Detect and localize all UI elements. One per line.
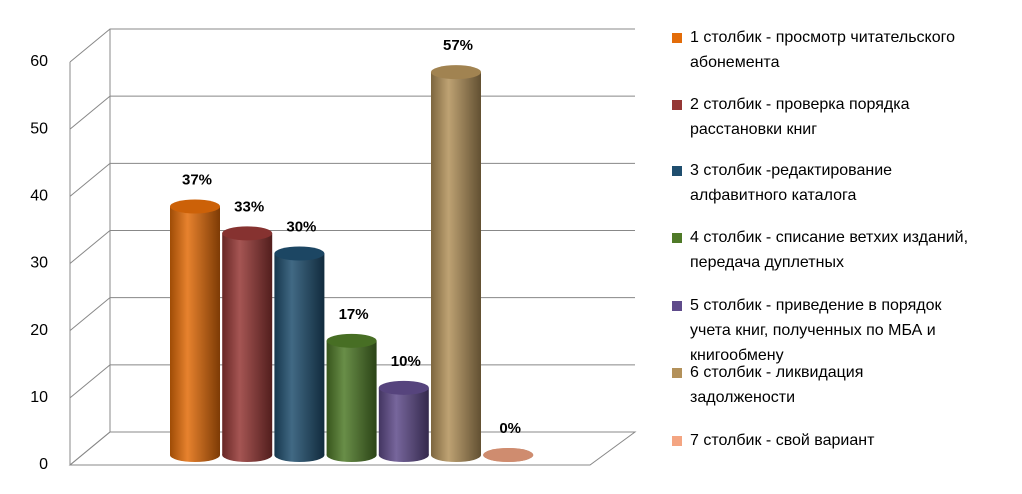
legend-swatch — [672, 436, 682, 446]
grid-line — [69, 28, 635, 63]
legend-label: 7 столбик - свой вариант — [690, 432, 875, 449]
bar-top — [326, 333, 377, 348]
bar — [326, 340, 377, 455]
y-tick-label: 0 — [39, 456, 48, 473]
y-tick-label: 40 — [30, 188, 48, 205]
y-tick-label: 30 — [30, 255, 48, 272]
legend-swatch — [672, 33, 682, 43]
legend-label: 4 столбик - списание ветхих изданий, пер… — [690, 229, 969, 271]
legend-label: 1 столбик - просмотр читательского абоне… — [690, 29, 955, 71]
grid-line — [69, 162, 635, 197]
legend-swatch — [672, 100, 682, 110]
bar-top — [222, 226, 273, 241]
y-tick-label: 50 — [30, 120, 48, 137]
y-tick-label: 20 — [30, 322, 48, 339]
y-tick-label: 60 — [30, 53, 48, 70]
legend-item: 3 столбик -редактирование алфавитного ка… — [672, 158, 972, 208]
data-label: 30% — [286, 218, 316, 235]
data-label: 10% — [391, 353, 421, 370]
bar-top — [170, 199, 220, 214]
bar-top — [378, 380, 429, 395]
legend-label: 6 столбик - ликвидация задолжености — [690, 364, 864, 406]
legend-item: 1 столбик - просмотр читательского абоне… — [672, 25, 972, 75]
legend-item: 4 столбик - списание ветхих изданий, пер… — [672, 225, 972, 275]
legend-item: 2 столбик - проверка порядка расстановки… — [672, 92, 972, 142]
bar-top — [274, 246, 325, 261]
grid-line — [69, 230, 635, 264]
legend-swatch — [672, 301, 682, 311]
legend-swatch — [672, 368, 682, 378]
data-label: 37% — [182, 171, 212, 188]
legend-swatch — [672, 166, 682, 176]
data-label: 33% — [234, 198, 264, 215]
data-label: 0% — [499, 420, 521, 437]
bar-top — [431, 65, 481, 80]
bar — [170, 206, 220, 455]
bar — [431, 72, 481, 456]
grid-line — [69, 95, 635, 130]
legend-label: 3 столбик -редактирование алфавитного ка… — [690, 162, 893, 204]
legend-item: 6 столбик - ликвидация задолжености — [672, 360, 972, 410]
legend-label: 5 столбик - приведение в порядок учета к… — [690, 297, 942, 364]
legend-swatch — [672, 233, 682, 243]
legend-label: 2 столбик - проверка порядка расстановки… — [690, 96, 910, 138]
data-label: 17% — [339, 306, 369, 323]
y-tick-label: 10 — [30, 389, 48, 406]
bar — [222, 233, 273, 455]
bar-top — [483, 448, 534, 462]
bar — [274, 253, 325, 455]
legend-item: 5 столбик - приведение в порядок учета к… — [672, 293, 972, 368]
legend-item: 7 столбик - свой вариант — [672, 428, 972, 453]
bar — [378, 387, 429, 455]
data-label: 57% — [443, 37, 473, 54]
